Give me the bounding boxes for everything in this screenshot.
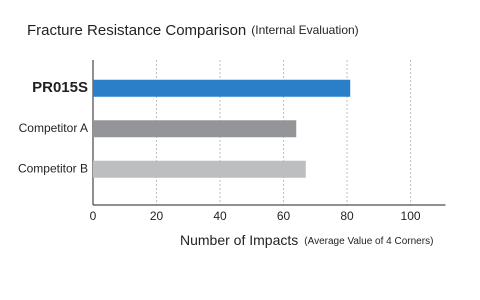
bar (93, 120, 297, 138)
x-tick-label: 100 (401, 209, 421, 223)
bar (93, 160, 306, 178)
x-tick-label: 60 (277, 209, 291, 223)
x-tick-label: 20 (150, 209, 164, 223)
y-tick-label: Competitor A (19, 121, 88, 135)
title-main: Fracture Resistance Comparison (27, 22, 246, 39)
x-tick-label: 40 (213, 209, 227, 223)
x-label-note: (Average Value of 4 Corners) (304, 236, 433, 247)
x-label: Number of Impacts (180, 232, 298, 248)
x-tick-label: 0 (90, 209, 97, 223)
chart-title: Fracture Resistance Comparison (Internal … (27, 22, 359, 39)
y-tick-label: Competitor B (18, 161, 88, 175)
bar (93, 79, 351, 97)
x-tick-label: 80 (340, 209, 354, 223)
x-axis-title: Number of Impacts (Average Value of 4 Cor… (180, 232, 433, 248)
y-tick-label: PR015S (32, 79, 88, 96)
title-note: (Internal Evaluation) (251, 23, 358, 37)
